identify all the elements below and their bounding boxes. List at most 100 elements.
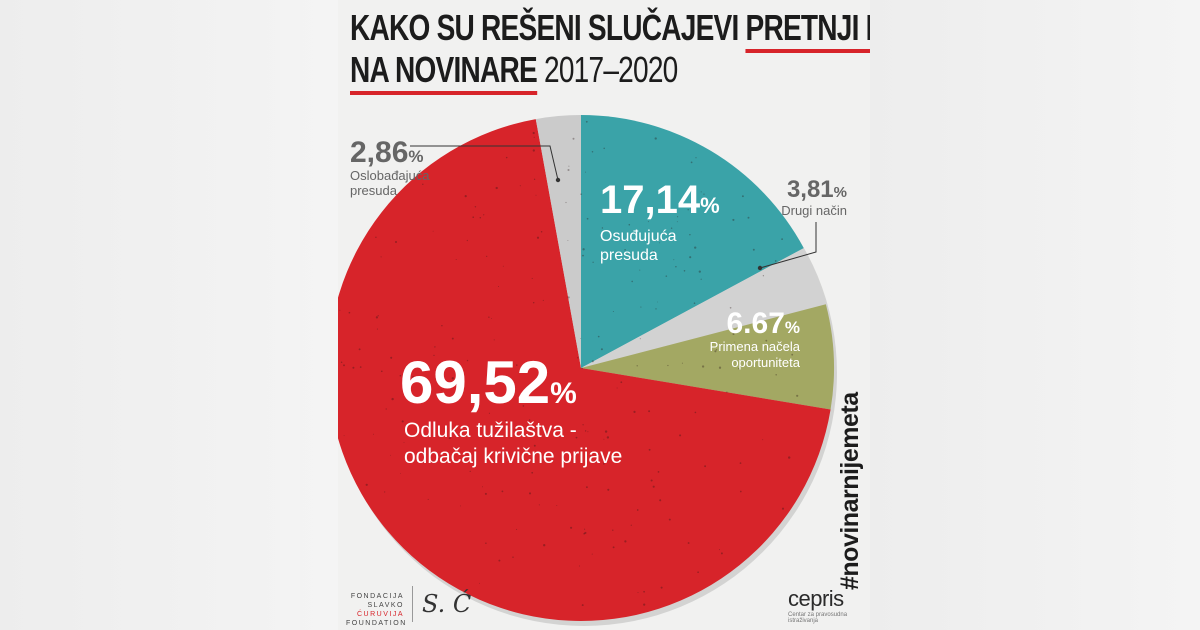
- texture-speck: [606, 436, 610, 439]
- texture-speck: [427, 498, 429, 500]
- leader-dot: [555, 177, 561, 183]
- signature-logo: S. Ć: [422, 590, 472, 618]
- texture-speck: [726, 391, 728, 393]
- slice-category-label: presuda: [600, 247, 658, 264]
- texture-speck: [781, 507, 785, 510]
- texture-speck: [441, 324, 443, 327]
- texture-speck: [796, 394, 799, 397]
- slice-category-label: oportuniteta: [731, 355, 800, 370]
- texture-speck: [586, 217, 589, 220]
- texture-speck: [472, 216, 475, 219]
- texture-speck: [752, 248, 755, 251]
- texture-speck: [793, 344, 795, 346]
- texture-speck: [533, 178, 536, 180]
- texture-speck: [400, 473, 402, 474]
- texture-speck: [586, 486, 588, 489]
- texture-speck: [652, 485, 655, 488]
- texture-speck: [689, 233, 691, 236]
- texture-speck: [486, 255, 488, 257]
- texture-speck: [762, 439, 764, 441]
- texture-speck: [365, 483, 368, 486]
- title-part-4: 2017–2020: [536, 49, 678, 90]
- texture-speck: [613, 187, 615, 190]
- texture-speck: [741, 195, 744, 198]
- texture-speck: [516, 528, 518, 530]
- texture-speck: [495, 186, 498, 190]
- texture-speck: [403, 442, 405, 443]
- slice-value-label: 69,52%: [400, 349, 577, 416]
- texture-speck: [718, 366, 722, 369]
- texture-speck: [612, 310, 614, 313]
- texture-speck: [694, 246, 697, 249]
- texture-speck: [762, 275, 765, 277]
- texture-speck: [631, 280, 633, 283]
- texture-speck: [505, 156, 508, 159]
- texture-speck: [380, 256, 382, 258]
- slice-category-label: Drugi način: [781, 203, 847, 218]
- texture-speck: [390, 454, 392, 456]
- texture-speck: [700, 191, 702, 193]
- texture-speck: [693, 302, 696, 304]
- texture-speck: [718, 549, 720, 551]
- texture-speck: [422, 183, 424, 186]
- texture-speck: [732, 218, 735, 221]
- texture-speck: [358, 348, 361, 351]
- texture-speck: [600, 348, 603, 351]
- texture-speck: [505, 420, 507, 422]
- texture-speck: [583, 532, 586, 535]
- texture-speck: [695, 157, 697, 159]
- texture-speck: [704, 465, 707, 468]
- slice-value-label: 2,86%: [350, 136, 424, 169]
- texture-speck: [488, 412, 490, 414]
- slice-unit: %: [550, 377, 577, 410]
- leader-line: [759, 222, 817, 269]
- texture-speck: [783, 348, 785, 350]
- pie-slice-0: [581, 115, 804, 368]
- texture-speck: [633, 410, 636, 413]
- title-highlight-1: PRETNJI I NAPADA: [746, 7, 870, 48]
- texture-speck: [636, 365, 638, 367]
- texture-speck: [528, 492, 532, 495]
- slice-unit: %: [408, 147, 423, 166]
- texture-speck: [384, 491, 386, 493]
- slice-category-label: Oslobađajuća: [350, 168, 430, 183]
- texture-speck: [630, 524, 632, 526]
- texture-speck: [359, 366, 362, 368]
- slice-value: 17,14: [600, 178, 701, 222]
- texture-speck: [679, 434, 682, 437]
- texture-speck: [464, 195, 467, 198]
- texture-speck: [469, 470, 471, 473]
- texture-speck: [690, 161, 693, 164]
- texture-speck: [585, 120, 588, 123]
- texture-speck: [577, 357, 579, 359]
- texture-speck: [659, 242, 661, 244]
- background-right: [870, 0, 1200, 630]
- texture-speck: [640, 306, 642, 308]
- texture-speck: [647, 221, 649, 223]
- texture-speck: [612, 529, 614, 531]
- texture-speck: [536, 236, 540, 239]
- texture-speck: [607, 488, 610, 491]
- texture-speck: [501, 490, 504, 493]
- leader-line: [410, 145, 559, 181]
- texture-speck: [715, 349, 718, 351]
- texture-speck: [687, 209, 689, 211]
- texture-speck: [657, 471, 660, 473]
- texture-speck: [528, 419, 531, 421]
- texture-speck: [538, 504, 540, 506]
- texture-speck: [455, 259, 457, 260]
- texture-speck: [683, 270, 686, 272]
- slice-category-label: Osuđujuća: [600, 228, 677, 245]
- texture-speck: [531, 471, 534, 474]
- slice-value-label: 17,14%: [600, 178, 720, 222]
- texture-speck: [533, 136, 535, 138]
- texture-speck: [531, 277, 533, 279]
- texture-speck: [491, 317, 493, 319]
- texture-speck: [482, 486, 483, 488]
- texture-speck: [390, 356, 393, 359]
- texture-speck: [604, 430, 608, 433]
- texture-speck: [681, 362, 683, 364]
- texture-speck: [372, 433, 374, 435]
- texture-speck: [441, 389, 443, 391]
